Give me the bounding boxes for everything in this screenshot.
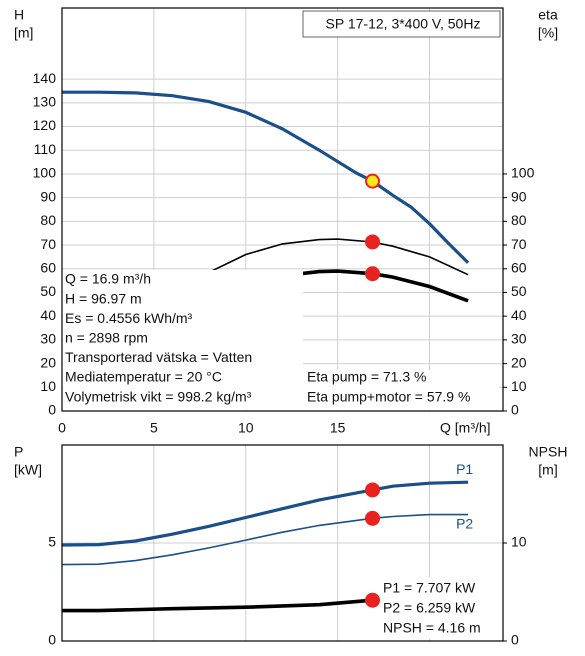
y2-tick-label: 30 <box>511 331 527 347</box>
y-tick-label: 60 <box>40 259 56 275</box>
info-text: Volymetrisk vikt = 998.2 kg/m³ <box>65 388 252 404</box>
y-tick-label: 0 <box>48 402 56 418</box>
y-tick-label: 5 <box>48 534 56 550</box>
info-box <box>303 370 499 410</box>
info-text: Eta pump = 71.3 % <box>307 369 426 385</box>
y2-tick-label: 10 <box>511 534 527 550</box>
x-axis-label: Q [m³/h] <box>440 420 491 436</box>
duty-point <box>365 592 381 608</box>
duty-point <box>365 510 381 526</box>
duty-point <box>365 482 381 498</box>
y-tick-label: 70 <box>40 236 56 252</box>
y2-tick-label: 40 <box>511 307 527 323</box>
series-line <box>62 598 373 613</box>
y-tick-label: 110 <box>34 141 57 157</box>
series-line <box>62 90 470 264</box>
y2-tick-label: 0 <box>511 632 519 648</box>
duty-point <box>365 234 381 250</box>
y-tick-label: 80 <box>40 212 56 228</box>
info-box <box>378 577 500 639</box>
series-line <box>208 238 469 276</box>
y-tick-label: 0 <box>48 632 56 648</box>
x-tick-label: 15 <box>330 420 346 436</box>
info-text: NPSH = 4.16 m <box>383 620 481 636</box>
y-tick-label: 90 <box>40 188 56 204</box>
info-text: Mediatemperatur = 20 °C <box>65 369 222 385</box>
y-axis-label: [kW] <box>14 462 42 478</box>
y2-tick-label: 80 <box>511 212 527 228</box>
y-tick-label: 120 <box>33 117 57 133</box>
y-tick-label: 20 <box>40 354 56 370</box>
y-axis-label: [m] <box>14 25 33 41</box>
y2-axis-label: NPSH <box>529 444 568 460</box>
duty-point <box>365 266 381 282</box>
info-text: Es = 0.4556 kWh/m³ <box>65 310 193 326</box>
y2-axis-label: [m] <box>538 462 557 478</box>
info-text: Q = 16.9 m³/h <box>65 271 151 287</box>
series-label: P2 <box>456 515 473 531</box>
y2-tick-label: 70 <box>511 236 527 252</box>
info-text: H = 96.97 m <box>65 290 142 306</box>
y-tick-label: 30 <box>40 331 56 347</box>
info-text: n = 2898 rpm <box>65 330 148 346</box>
x-tick-label: 10 <box>238 420 254 436</box>
title-box <box>302 10 501 38</box>
series-label: P1 <box>456 461 473 477</box>
y2-tick-label: 50 <box>511 283 527 299</box>
y-tick-label: 40 <box>40 307 56 323</box>
x-tick-label: 0 <box>58 420 66 436</box>
x-tick-label: 5 <box>150 420 158 436</box>
plot-frame <box>61 444 504 642</box>
y2-tick-label: 60 <box>511 259 527 275</box>
info-text: P1 = 7.707 kW <box>383 580 476 596</box>
chart-title: SP 17-12, 3*400 V, 50Hz <box>326 16 481 32</box>
info-text: P2 = 6.259 kW <box>383 600 476 616</box>
y-tick-label: 50 <box>40 283 56 299</box>
y2-tick-label: 100 <box>511 165 535 181</box>
y2-tick-label: 90 <box>511 188 527 204</box>
y2-tick-label: 20 <box>511 354 527 370</box>
duty-point <box>365 173 381 189</box>
y-axis-label: H <box>14 7 24 23</box>
y2-tick-label: 0 <box>511 402 519 418</box>
y-tick-label: 100 <box>33 165 57 181</box>
info-box <box>63 270 303 410</box>
y2-axis-label: eta <box>538 7 558 23</box>
y2-axis-label: [%] <box>538 25 558 41</box>
series-line <box>61 513 469 566</box>
y-tick-label: 140 <box>33 70 57 86</box>
y-tick-label: 10 <box>40 378 56 394</box>
info-text: Eta pump+motor = 57.9 % <box>307 389 470 405</box>
series-line <box>61 480 469 547</box>
y-tick-label: 130 <box>33 94 57 110</box>
series-line <box>291 269 469 303</box>
info-text: Transporterad vätska = Vatten <box>65 349 252 365</box>
y-axis-label: P <box>14 444 23 460</box>
plot-frame <box>61 7 504 412</box>
y2-tick-label: 10 <box>511 378 527 394</box>
